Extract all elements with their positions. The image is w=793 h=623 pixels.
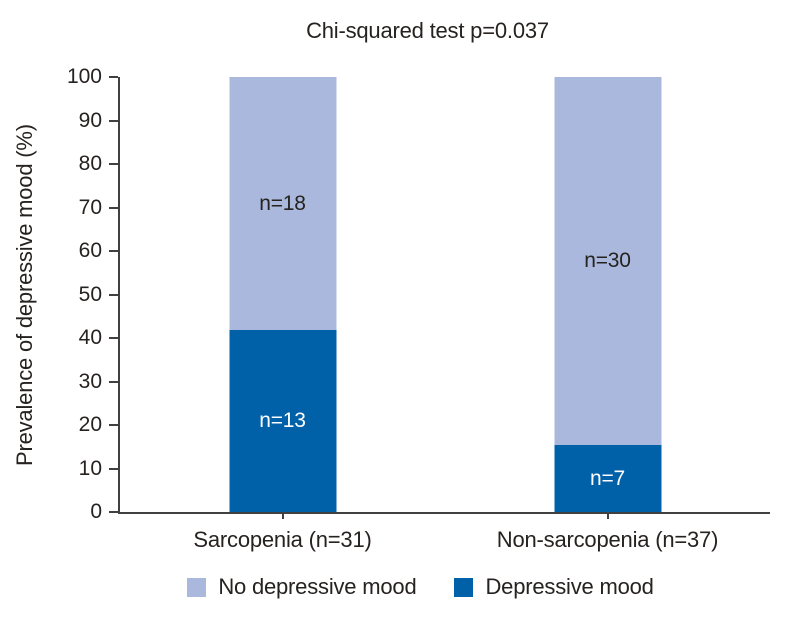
- legend-label: No depressive mood: [218, 574, 417, 599]
- y-tick-label: 10: [78, 456, 102, 480]
- x-tick-mark: [281, 512, 284, 519]
- legend-label: Depressive mood: [485, 574, 654, 599]
- bar-segment-no-depressive-mood: n=30: [554, 77, 661, 446]
- y-tick-mark: [109, 424, 118, 426]
- bar-segment-count-label: n=13: [259, 409, 306, 433]
- stacked-bar: n=7 n=30: [554, 77, 661, 512]
- bar-segment-depressive-mood: n=7: [554, 445, 661, 512]
- plot-area: 0 10 20 30 40 50 60 70 80 90 100 n=13 n=18 n=7 n=30 S…: [67, 66, 770, 552]
- bar-segment-count-label: n=18: [259, 191, 306, 215]
- bar-segment-count-label: n=7: [589, 466, 626, 490]
- x-category-label: Sarcopenia (n=31): [193, 527, 372, 552]
- y-axis-label: Prevalence of depressive mood (%): [12, 124, 37, 467]
- y-tick-label: 100: [66, 65, 102, 88]
- x-tick-mark: [606, 512, 609, 519]
- y-tick-mark: [109, 76, 118, 78]
- y-tick-mark: [109, 206, 118, 209]
- y-tick-mark: [109, 380, 118, 383]
- y-tick-mark: [109, 250, 118, 252]
- legend-item: Depressive mood: [454, 574, 654, 600]
- y-tick-mark: [109, 467, 118, 470]
- y-tick-mark: [109, 119, 118, 122]
- bar-segment-no-depressive-mood: n=18: [229, 77, 336, 331]
- y-tick-label: 40: [78, 326, 102, 349]
- y-tick-label: 0: [90, 500, 102, 523]
- y-tick-mark: [109, 511, 118, 513]
- legend-swatch: [454, 577, 474, 597]
- legend-item: No depressive mood: [187, 574, 417, 600]
- chart-title: Chi-squared test p=0.037: [306, 18, 549, 43]
- y-tick-label: 80: [78, 152, 102, 175]
- x-category-label: Non-sarcopenia (n=37): [496, 527, 719, 552]
- y-tick-mark: [109, 337, 118, 339]
- y-tick-label: 50: [78, 282, 102, 306]
- bar-segment-depressive-mood: n=13: [229, 330, 336, 512]
- y-tick-label: 30: [78, 369, 102, 393]
- legend-swatch: [187, 577, 207, 597]
- bar-segment-count-label: n=30: [584, 249, 631, 273]
- legend: No depressive mood Depressive mood: [48, 574, 793, 600]
- y-tick-label: 20: [78, 413, 102, 436]
- stacked-bar: n=13 n=18: [229, 77, 336, 512]
- y-tick-label: 70: [78, 195, 102, 219]
- y-tick-label: 90: [78, 108, 102, 132]
- y-tick-mark: [109, 163, 118, 165]
- y-tick-label: 60: [78, 239, 102, 262]
- y-tick-mark: [109, 293, 118, 296]
